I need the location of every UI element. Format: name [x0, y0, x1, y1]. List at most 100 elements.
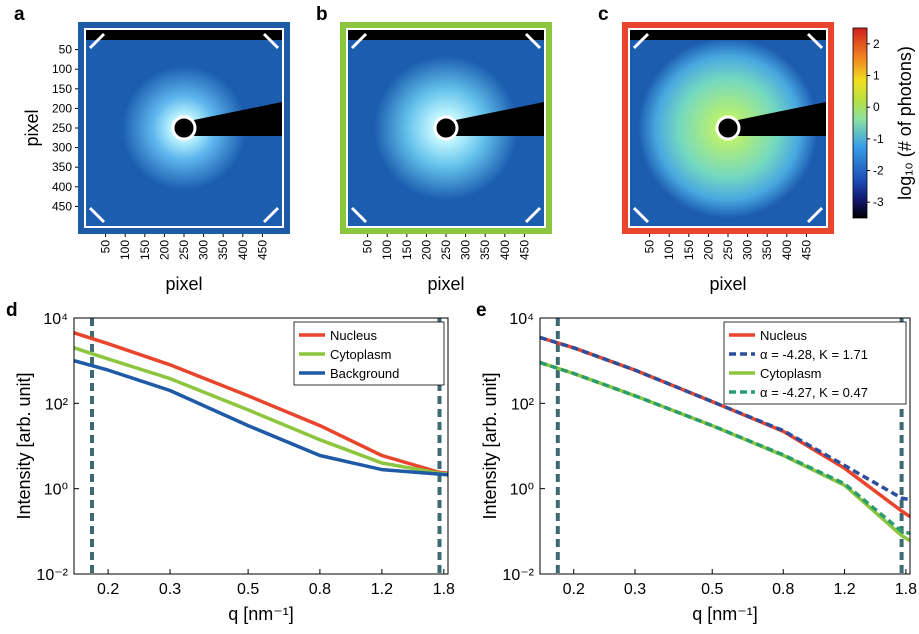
x-tick-label: 200: [419, 240, 433, 260]
colorbar: [852, 27, 868, 219]
beam-center: [715, 115, 741, 141]
image-frame: [78, 22, 290, 234]
series-line: [539, 360, 911, 536]
series-line: [539, 335, 911, 502]
colorbar-tick-label: -2: [873, 164, 884, 178]
x-tick-label: 250: [177, 240, 191, 260]
colorbar-tick-label: 2: [873, 37, 880, 51]
y-axis-label: Intensity [arb. unit]: [14, 372, 34, 519]
y-tick-label: 10²: [45, 396, 69, 413]
series-line: [73, 331, 449, 475]
x-tick-label: 200: [701, 240, 715, 260]
panel-label: e: [476, 300, 487, 321]
y-axis-label: pixel: [22, 109, 42, 146]
detector-gap: [630, 30, 826, 40]
legend-label: Nucleus: [760, 328, 807, 343]
x-tick-label: 400: [780, 240, 794, 260]
corner-mark: [88, 32, 106, 50]
x-tick-label: 0.3: [159, 581, 181, 598]
colorbar-tick-label: -1: [873, 132, 884, 146]
image-inner-frame: [346, 28, 546, 228]
y-tick-label: 50: [59, 43, 73, 57]
colorbar-tick-label: 0: [873, 100, 880, 114]
x-tick-label: 150: [682, 240, 696, 260]
y-tick-label: 10²: [511, 396, 535, 413]
x-tick-label: 350: [760, 240, 774, 260]
y-tick-label: 10⁻²: [502, 567, 534, 584]
y-tick-label: 200: [52, 101, 72, 115]
y-tick-label: 10⁰: [510, 482, 534, 499]
x-tick-label: 0.2: [563, 581, 585, 598]
x-tick-label: 200: [157, 240, 171, 260]
corner-mark: [88, 206, 106, 224]
series-line: [73, 346, 449, 476]
image-frame: [340, 22, 552, 234]
image-frame: [622, 22, 834, 234]
x-axis-label: pixel: [165, 274, 202, 294]
beam-center: [433, 115, 459, 141]
x-tick-label: 350: [216, 240, 230, 260]
y-tick-label: 10⁴: [43, 311, 68, 328]
x-tick-label: 250: [721, 240, 735, 260]
plot-frame: [73, 317, 449, 575]
x-tick-label: 400: [236, 240, 250, 260]
x-tick-label: 100: [662, 240, 676, 260]
legend-label: Cytoplasm: [330, 347, 391, 362]
colorbar-tick-label: -3: [873, 195, 884, 209]
beam-center: [171, 115, 197, 141]
x-tick-label: 300: [741, 240, 755, 260]
y-tick-label: 10⁴: [509, 311, 534, 328]
corner-mark: [524, 206, 542, 224]
x-tick-label: 0.8: [772, 581, 794, 598]
x-tick-label: 1.8: [433, 581, 455, 598]
x-tick-label: 1.2: [371, 581, 393, 598]
beam-stop: [728, 102, 826, 136]
x-axis-label: pixel: [427, 274, 464, 294]
y-tick-label: 10⁰: [44, 482, 68, 499]
legend-label: Nucleus: [330, 328, 377, 343]
y-tick-label: 300: [52, 141, 72, 155]
x-tick-label: 50: [361, 240, 375, 254]
panel-label: b: [316, 4, 328, 25]
panel-label: a: [14, 4, 25, 25]
x-tick-label: 0.2: [97, 581, 119, 598]
beam-stop: [446, 102, 544, 136]
y-tick-label: 250: [52, 121, 72, 135]
corner-mark: [632, 206, 650, 224]
x-tick-label: 100: [118, 240, 132, 260]
x-tick-label: 450: [799, 240, 813, 260]
legend-label: Cytoplasm: [760, 366, 821, 381]
x-tick-label: 150: [138, 240, 152, 260]
x-tick-label: 450: [255, 240, 269, 260]
corner-mark: [262, 32, 280, 50]
image-inner-frame: [84, 28, 284, 228]
panel-label: c: [598, 4, 609, 25]
legend-label: α = -4.27, K = 0.47: [760, 385, 868, 400]
x-tick-label: 250: [439, 240, 453, 260]
x-tick-label: 300: [197, 240, 211, 260]
x-axis-label: pixel: [709, 274, 746, 294]
plot-frame: [539, 317, 911, 575]
y-axis-label: Intensity [arb. unit]: [480, 372, 500, 519]
y-tick-label: 150: [52, 82, 72, 96]
image-inner-frame: [628, 28, 828, 228]
x-tick-label: 300: [459, 240, 473, 260]
x-tick-label: 100: [380, 240, 394, 260]
x-tick-label: 1.2: [833, 581, 855, 598]
x-tick-label: 50: [643, 240, 657, 254]
y-tick-label: 350: [52, 160, 72, 174]
y-tick-label: 10⁻²: [36, 567, 68, 584]
x-tick-label: 0.5: [237, 581, 259, 598]
corner-mark: [350, 206, 368, 224]
x-tick-label: 50: [99, 240, 113, 254]
x-axis-label: q [nm⁻¹]: [692, 604, 758, 624]
x-tick-label: 400: [498, 240, 512, 260]
colorbar-tick-label: 1: [873, 69, 880, 83]
x-axis-label: q [nm⁻¹]: [228, 604, 294, 624]
x-tick-label: 450: [517, 240, 531, 260]
x-tick-label: 1.8: [895, 581, 917, 598]
corner-mark: [632, 32, 650, 50]
x-tick-label: 350: [478, 240, 492, 260]
y-tick-label: 100: [52, 62, 72, 76]
